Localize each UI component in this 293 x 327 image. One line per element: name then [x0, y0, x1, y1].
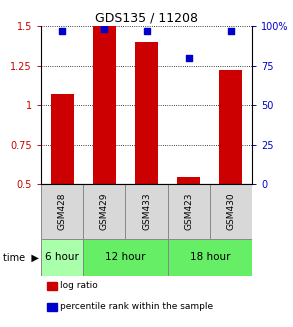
Text: 12 hour: 12 hour	[105, 252, 146, 262]
Text: GSM430: GSM430	[226, 193, 235, 231]
Bar	[210, 184, 252, 239]
Bar	[47, 303, 57, 311]
Text: GSM428: GSM428	[58, 193, 67, 231]
Bar	[125, 184, 168, 239]
Bar	[50, 94, 74, 184]
Text: 6 hour: 6 hour	[45, 252, 79, 262]
Point	[102, 27, 107, 32]
Bar	[41, 239, 83, 276]
Bar	[168, 184, 210, 239]
Text: GSM433: GSM433	[142, 193, 151, 231]
Title: GDS135 / 11208: GDS135 / 11208	[95, 12, 198, 25]
Bar	[135, 42, 158, 184]
Point	[186, 55, 191, 60]
Bar	[47, 282, 57, 290]
Text: percentile rank within the sample: percentile rank within the sample	[60, 302, 213, 311]
Text: GSM423: GSM423	[184, 193, 193, 231]
Point	[60, 28, 64, 34]
Bar	[83, 184, 125, 239]
Bar	[177, 177, 200, 184]
Bar	[219, 71, 243, 184]
Bar	[83, 239, 168, 276]
Text: 18 hour: 18 hour	[190, 252, 230, 262]
Bar	[168, 239, 252, 276]
Bar	[93, 26, 116, 184]
Text: GSM429: GSM429	[100, 193, 109, 231]
Point	[229, 28, 233, 34]
Point	[144, 28, 149, 34]
Text: time  ▶: time ▶	[3, 252, 39, 262]
Bar	[41, 184, 83, 239]
Text: log ratio: log ratio	[60, 281, 98, 290]
